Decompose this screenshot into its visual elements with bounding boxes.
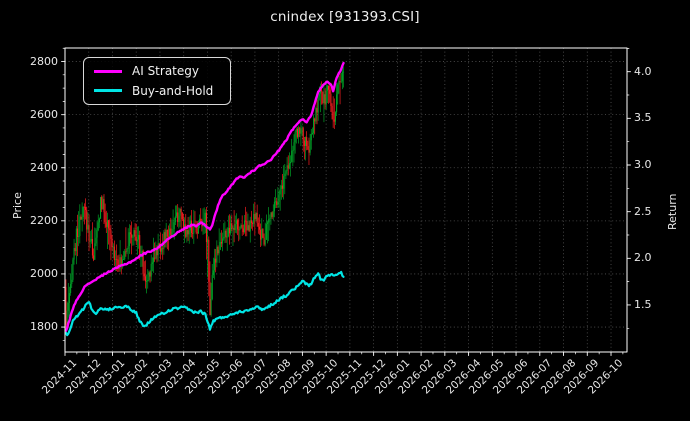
y-tick-label: 2000 — [30, 266, 58, 280]
y-tick-label: 2200 — [30, 213, 58, 227]
y-tick-label: 2400 — [30, 160, 58, 174]
strategy-line-swatch — [94, 69, 122, 73]
legend-item-ai-strategy: AI Strategy — [94, 64, 230, 78]
y-axis-label-price: Price — [11, 192, 24, 219]
legend-label: Buy-and-Hold — [132, 83, 214, 98]
y-axis-label-return: Return — [666, 193, 679, 230]
return-tick-label: 2.5 — [634, 204, 652, 218]
y-tick-label: 2600 — [30, 107, 58, 121]
return-tick-label: 3.0 — [634, 158, 652, 171]
y-tick-label: 2800 — [30, 54, 58, 68]
return-tick-label: 1.5 — [634, 297, 652, 311]
chart-title: cnindex [931393.CSI] — [270, 9, 420, 25]
y-tick-label: 1800 — [30, 320, 58, 334]
return-tick-label: 2.0 — [634, 251, 652, 265]
return-tick-label: 3.5 — [634, 111, 652, 125]
legend-item-buy-and-hold: Buy-and-Hold — [94, 84, 230, 98]
return-tick-label: 4.0 — [634, 64, 652, 78]
buyhold-line-swatch — [94, 89, 122, 93]
legend: AI Strategy Buy-and-Hold — [83, 57, 231, 105]
legend-label: AI Strategy — [132, 64, 199, 79]
